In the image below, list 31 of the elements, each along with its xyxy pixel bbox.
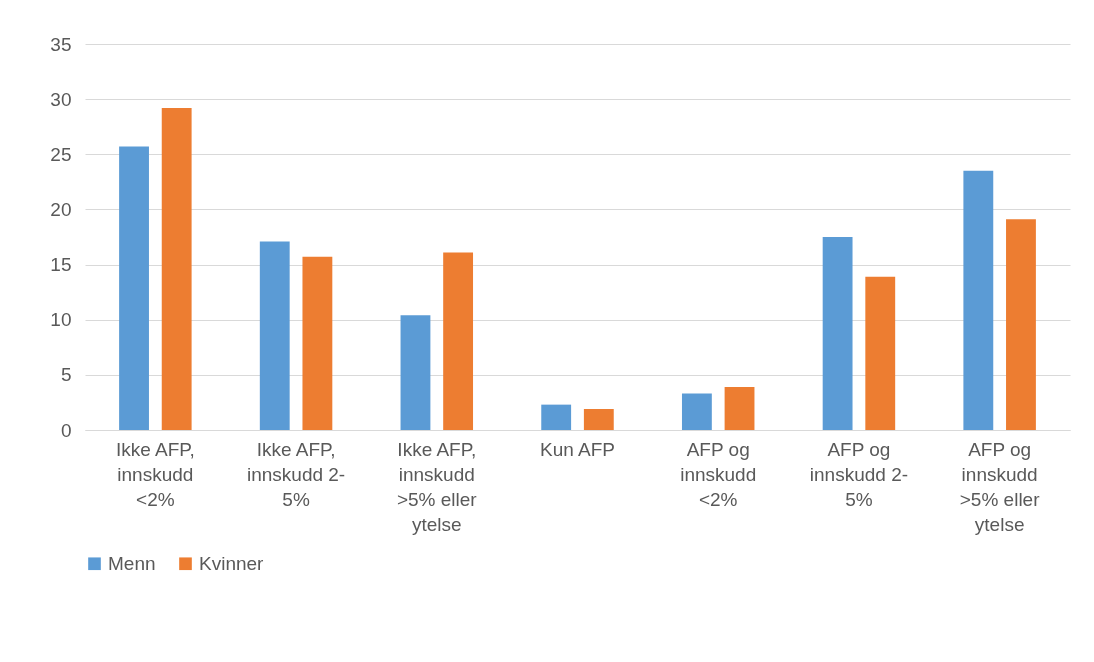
bar [541,404,572,430]
bar [822,237,853,430]
y-tick-label: 0 [60,419,72,441]
y-tick-label: 10 [50,309,72,331]
bar [302,256,333,430]
bar [724,386,755,430]
y-tick-label: 25 [50,143,72,165]
bar [583,409,614,430]
x-tick-label: AFP og innskudd <2% [680,438,757,510]
y-tick-label: 5 [60,364,72,386]
bar [443,252,474,430]
x-tick-label: Ikke AFP, innskudd >5% eller ytelse [396,438,478,535]
x-tick-label: Kun AFP [540,438,615,460]
bar [259,241,290,430]
y-tick-label: 30 [50,88,72,110]
x-tick-label: Ikke AFP, innskudd <2% [115,438,195,510]
bar [1006,219,1036,430]
y-tick-label: 35 [50,33,72,55]
y-tick-label: 15 [50,254,72,276]
legend-label: Kvinner [199,552,265,574]
bar [161,107,192,430]
legend-label: Menn [108,552,156,574]
x-tick-label: AFP og innskudd 2-5% [809,438,909,510]
bar [681,393,712,430]
bar [865,276,896,430]
bar [963,170,994,430]
x-tick-label: Ikke AFP, innskudd 2-5% [246,438,346,510]
y-tick-label: 20 [50,198,72,220]
x-tick-label: AFP og innskudd >5% eller ytelse [959,438,1041,535]
bar [119,146,149,430]
bar [400,315,431,430]
